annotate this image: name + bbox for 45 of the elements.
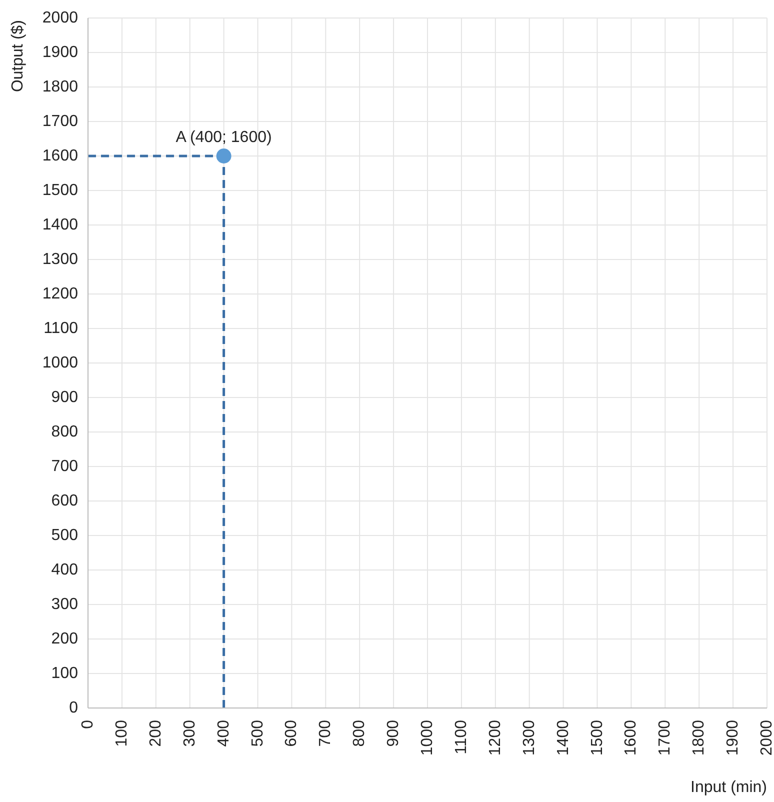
y-tick-label: 700: [51, 458, 78, 475]
y-tick-label: 1600: [42, 148, 78, 164]
x-tick-label: 900: [385, 720, 402, 747]
x-tick-label: 300: [181, 720, 198, 747]
x-tick-label: 400: [215, 720, 232, 747]
y-tick-label: 1300: [42, 251, 78, 268]
y-tick-label: 1500: [42, 182, 78, 199]
y-tick-label: 1000: [42, 354, 78, 372]
y-tick-label: 800: [51, 424, 78, 440]
y-tick-label: 1200: [42, 286, 78, 302]
x-tick-label: 600: [283, 720, 300, 747]
x-axis-title: Input (min): [690, 779, 767, 796]
x-tick-label: 1800: [690, 720, 708, 756]
y-tick-label: 1100: [44, 320, 78, 337]
x-tick-label: 800: [351, 720, 368, 747]
y-tick-label: 300: [51, 596, 78, 613]
y-tick-label: 0: [69, 700, 78, 716]
y-tick-label: 1700: [42, 113, 78, 130]
x-tick-label: 1200: [486, 720, 504, 756]
x-tick-label: 1100: [452, 720, 470, 754]
x-tick-label: 0: [80, 720, 96, 729]
x-tick-label: 1500: [588, 720, 606, 756]
y-tick-label: 200: [51, 630, 78, 648]
y-tick-label: 600: [51, 492, 78, 510]
y-tick-label: 500: [51, 527, 78, 544]
x-tick-label: 200: [147, 720, 164, 747]
x-tick-label: 1900: [724, 720, 742, 756]
x-tick-label: 1700: [656, 720, 674, 756]
annotation: A (400; 1600): [176, 129, 272, 146]
x-tick-label: 1000: [419, 720, 436, 756]
y-tick-label: 900: [51, 389, 78, 406]
y-tick-label: 1900: [42, 44, 78, 61]
x-tick-label: 700: [317, 720, 334, 747]
y-tick-label: 1800: [42, 78, 78, 96]
y-tick-label: 2000: [42, 10, 78, 26]
x-tick-label: 1400: [554, 720, 572, 756]
x-tick-label: 1600: [622, 720, 640, 756]
x-tick-label: 1300: [520, 720, 538, 756]
y-tick-label: 400: [51, 562, 78, 578]
y-tick-label: 1400: [42, 216, 78, 234]
y-tick-label: 100: [51, 665, 78, 682]
x-tick-label: 2000: [758, 720, 774, 756]
x-tick-label: 500: [249, 720, 266, 747]
x-tick-label: 100: [113, 720, 130, 747]
y-axis-title: Output ($): [10, 20, 26, 92]
